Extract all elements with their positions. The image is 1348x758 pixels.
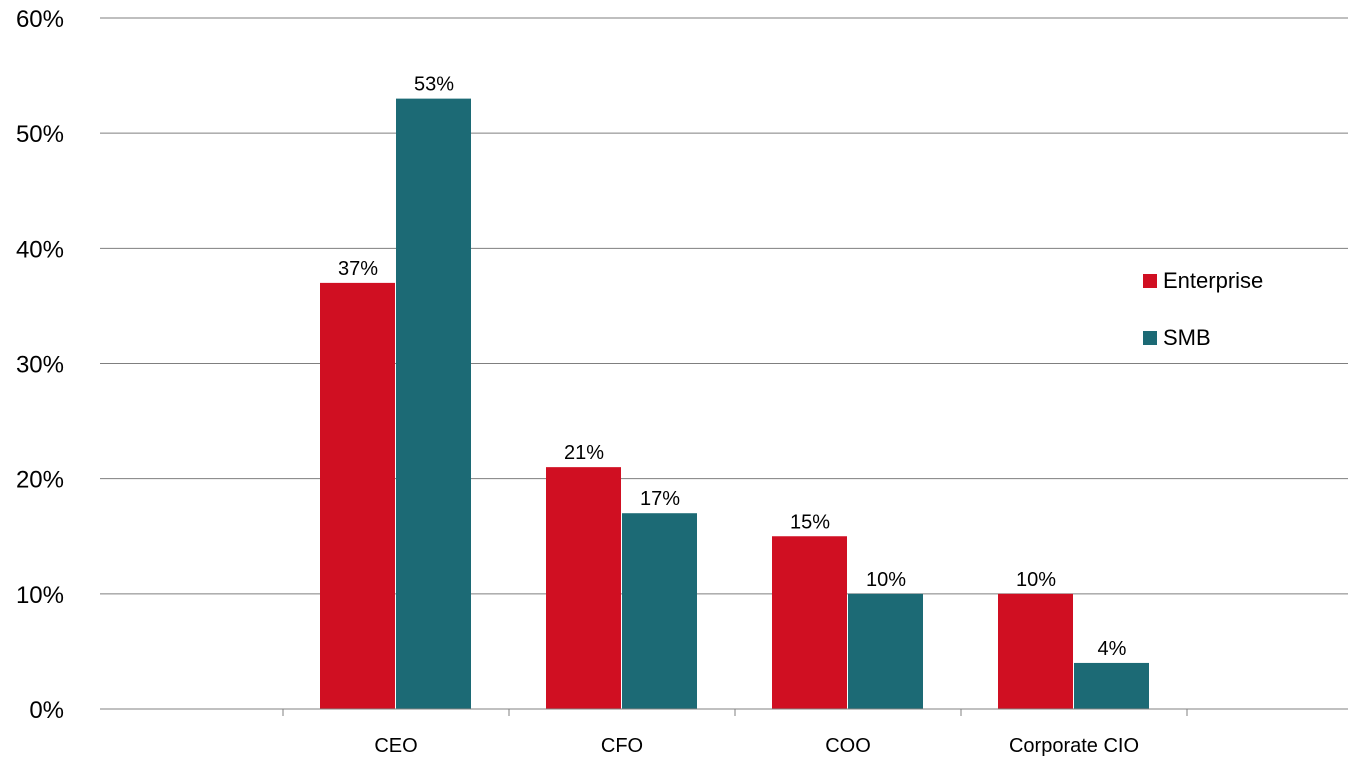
x-axis: CEO CFO COO Corporate CIO xyxy=(282,708,1188,757)
x-tick-label: COO xyxy=(825,735,871,757)
legend-label-enterprise: Enterprise xyxy=(1163,268,1264,293)
legend-swatch-smb xyxy=(1143,331,1157,345)
data-label: 10% xyxy=(866,569,906,591)
gridlines xyxy=(100,17,1348,710)
bar-smb-corporate-cio xyxy=(1074,662,1149,709)
data-label: 37% xyxy=(338,258,378,280)
legend-item-enterprise: Enterprise xyxy=(1143,266,1263,296)
data-label: 21% xyxy=(564,442,604,464)
bar-enterprise-coo xyxy=(772,536,847,709)
y-tick-label: 60% xyxy=(16,6,64,33)
x-tick-label: CFO xyxy=(601,735,643,757)
y-tick-label: 40% xyxy=(16,236,64,263)
legend-swatch-enterprise xyxy=(1143,274,1157,288)
y-tick-label: 0% xyxy=(29,697,64,724)
y-tick-label: 10% xyxy=(16,582,64,609)
bar-enterprise-ceo xyxy=(320,282,395,709)
data-label: 15% xyxy=(790,511,830,533)
x-tick-label: Corporate CIO xyxy=(1009,735,1139,757)
y-tick-label: 50% xyxy=(16,121,64,148)
bar-enterprise-corporate-cio xyxy=(998,593,1073,709)
data-labels: 37% 21% 15% 10% 53% 17% 10% 4% xyxy=(338,74,1127,660)
y-tick-label: 20% xyxy=(16,467,64,494)
legend-item-smb: SMB xyxy=(1143,323,1263,353)
bars xyxy=(320,98,1149,709)
bar-smb-coo xyxy=(848,593,923,709)
y-tick-label: 30% xyxy=(16,352,64,379)
data-label: 4% xyxy=(1098,638,1127,660)
data-label: 10% xyxy=(1016,569,1056,591)
x-tick-label: CEO xyxy=(374,735,417,757)
bar-enterprise-cfo xyxy=(546,467,621,709)
legend-label-smb: SMB xyxy=(1163,325,1211,350)
bar-smb-cfo xyxy=(622,513,697,709)
bar-smb-ceo xyxy=(396,98,471,709)
data-label: 17% xyxy=(640,488,680,510)
legend: Enterprise SMB xyxy=(1143,266,1263,380)
data-label: 53% xyxy=(414,74,454,96)
y-axis-tick-labels: 0% 10% 20% 30% 40% 50% 60% xyxy=(16,6,64,724)
